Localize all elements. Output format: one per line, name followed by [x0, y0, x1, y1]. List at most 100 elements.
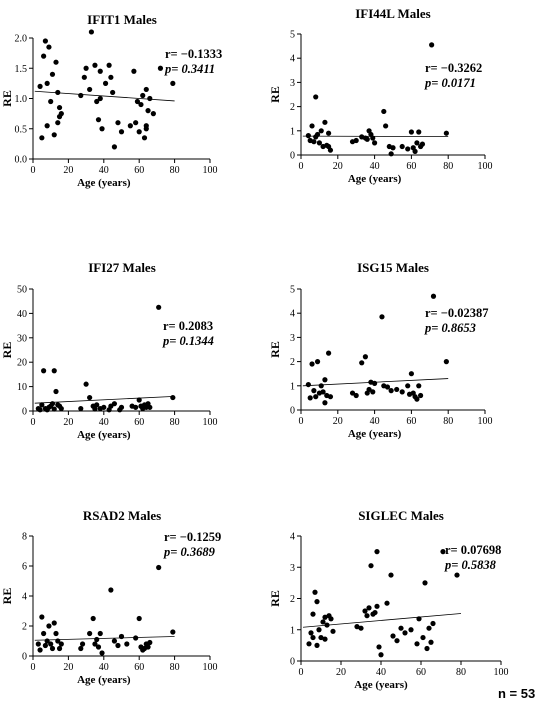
chart-title: IFI44L Males [355, 6, 430, 21]
data-point [359, 360, 365, 366]
data-point [133, 635, 139, 641]
data-point [429, 42, 435, 48]
y-tick-label: 30 [17, 333, 27, 344]
y-tick-label: 2 [290, 594, 295, 605]
data-point [56, 104, 63, 111]
data-point [115, 120, 121, 126]
data-point [362, 608, 368, 614]
data-point [136, 397, 142, 403]
x-axis-label: Age (years) [77, 429, 131, 441]
data-point [97, 95, 103, 102]
data-point [141, 135, 148, 141]
x-axis-label: Age (years) [348, 428, 402, 440]
x-tick-label: 20 [63, 417, 73, 428]
data-point [314, 642, 320, 648]
data-point [305, 133, 311, 139]
data-point [390, 633, 396, 639]
x-axis-label: Age (years) [348, 173, 402, 185]
data-point [326, 350, 332, 356]
data-point [310, 634, 316, 641]
y-tick-label: 0.0 [15, 155, 28, 166]
data-point [49, 645, 56, 652]
x-tick-label: 60 [134, 165, 144, 176]
x-tick-label: 20 [333, 161, 343, 172]
data-point [37, 83, 43, 89]
data-point [418, 392, 424, 399]
data-point [127, 123, 133, 129]
data-point [111, 638, 118, 644]
data-point [416, 383, 422, 389]
data-point [370, 389, 376, 395]
y-tick-label: 0.5 [15, 124, 28, 135]
data-point [326, 130, 332, 136]
data-point [94, 402, 100, 408]
data-point [394, 638, 400, 644]
data-point [318, 128, 324, 134]
y-tick-label: 40 [17, 309, 27, 320]
data-point [328, 616, 334, 622]
data-point [115, 642, 121, 649]
x-tick-label: 0 [31, 165, 36, 176]
data-point [309, 361, 315, 367]
data-point [358, 625, 364, 631]
data-point [414, 396, 420, 402]
data-point [101, 404, 107, 410]
data-point [305, 381, 311, 388]
y-axis-label: RE [0, 342, 14, 359]
data-point [110, 89, 116, 96]
y-tick-label: 1.5 [15, 64, 28, 75]
y-tick-label: 3 [290, 78, 295, 89]
chart-panel-4: ISG15 Males 0 20 40 60 80 100 0 1 2 3 4 5 Age (years)… [268, 260, 493, 440]
data-point [408, 371, 414, 377]
data-point [416, 616, 422, 622]
data-point [94, 636, 100, 643]
x-tick-label: 40 [370, 416, 380, 427]
data-point [145, 644, 151, 650]
data-point [138, 101, 144, 108]
correlation-r-label: r= −0.3262 [425, 61, 482, 75]
data-point [370, 135, 376, 141]
data-point [322, 636, 328, 642]
data-point [314, 131, 321, 138]
data-point [327, 394, 334, 400]
correlation-p-label: p= 0.1344 [162, 334, 214, 348]
chart-title: IFI27 Males [88, 260, 156, 275]
data-point [118, 129, 125, 135]
y-tick-label: 1 [290, 381, 295, 392]
data-point [124, 641, 130, 647]
y-tick-label: 1 [290, 126, 295, 137]
data-point [419, 141, 426, 147]
data-point [308, 630, 314, 636]
data-point [49, 71, 56, 77]
data-point [97, 68, 103, 74]
data-point [58, 405, 64, 412]
data-point [313, 394, 319, 400]
data-point [140, 92, 146, 99]
data-point [97, 630, 103, 637]
data-point [94, 98, 100, 105]
data-point [378, 652, 384, 658]
data-point [312, 589, 318, 595]
data-point [309, 123, 315, 129]
x-tick-label: 0 [31, 662, 36, 673]
data-point [398, 625, 404, 631]
data-point [111, 401, 118, 407]
y-tick-label: 0 [290, 151, 295, 162]
data-point [320, 389, 326, 395]
data-point [55, 120, 61, 126]
data-point [384, 600, 390, 606]
data-point [44, 80, 50, 86]
data-point [133, 120, 139, 126]
data-point [412, 148, 418, 154]
x-axis-label: Age (years) [77, 177, 131, 189]
data-point [37, 407, 43, 413]
data-point [430, 293, 437, 299]
data-point [147, 639, 153, 646]
x-tick-label: 80 [456, 667, 466, 678]
correlation-p-label: p= 0.5838 [444, 558, 497, 572]
data-point [374, 549, 380, 555]
data-point [322, 614, 328, 620]
x-tick-label: 100 [203, 417, 218, 428]
y-tick-label: 20 [17, 358, 27, 369]
data-point [83, 381, 89, 387]
